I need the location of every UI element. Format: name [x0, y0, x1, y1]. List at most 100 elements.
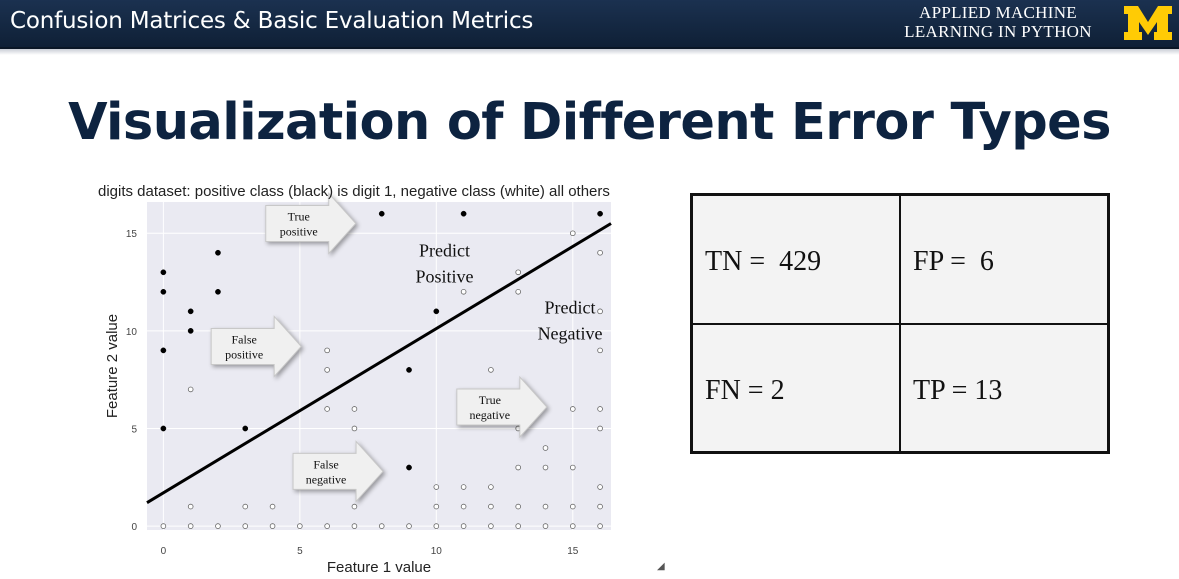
- y-tick-label: 5: [131, 424, 137, 435]
- x-tick-label: 10: [431, 546, 443, 557]
- negative-point: [460, 484, 467, 490]
- arrow-shape: [456, 375, 548, 439]
- negative-point: [569, 523, 576, 529]
- negative-point: [597, 406, 603, 412]
- positive-point: [460, 210, 467, 217]
- negative-point: [187, 503, 194, 510]
- negative-point: [488, 503, 494, 510]
- arrow-shape: [292, 440, 384, 503]
- negative-point: [215, 523, 221, 529]
- region-label: Predict: [419, 241, 470, 261]
- negative-point: [542, 445, 549, 451]
- positive-point: [215, 288, 221, 295]
- positive-point: [160, 269, 167, 276]
- negative-point: [433, 523, 440, 529]
- negative-point: [160, 523, 167, 529]
- fp-value: FP = 6: [913, 246, 994, 277]
- positive-point: [406, 367, 412, 373]
- negative-point: [597, 503, 603, 510]
- tp-value: TP = 13: [913, 374, 1003, 406]
- y-tick-label: 0: [131, 522, 137, 533]
- positive-point: [187, 328, 194, 334]
- negative-point: [542, 523, 549, 529]
- annotation-label: positive: [225, 347, 263, 361]
- negative-point: [351, 503, 358, 510]
- negative-point: [597, 523, 603, 529]
- region-label: Positive: [415, 267, 473, 287]
- banner-shadow: [0, 49, 1179, 55]
- negative-point: [351, 523, 358, 529]
- cell-false-negative: FN = 2: [692, 323, 900, 452]
- negative-point: [542, 464, 549, 471]
- arrow-shape: [265, 192, 357, 255]
- negative-point: [597, 484, 603, 490]
- positive-point: [160, 425, 167, 432]
- slide-title: Confusion Matrices & Basic Evaluation Me…: [10, 8, 534, 34]
- michigan-block-m-logo-icon: [1124, 6, 1172, 40]
- negative-point: [378, 523, 385, 529]
- x-tick-label: 15: [567, 546, 579, 557]
- negative-point: [324, 347, 330, 354]
- resize-corner-icon: ◢: [657, 561, 665, 572]
- negative-point: [515, 464, 522, 471]
- x-axis-label: Feature 1 value: [327, 559, 431, 575]
- negative-point: [515, 503, 522, 510]
- annotation-label: True: [288, 209, 310, 223]
- annotation-label: False: [313, 457, 338, 471]
- chart-title: digits dataset: positive class (black) i…: [98, 183, 610, 200]
- positive-point: [160, 288, 167, 295]
- negative-point: [597, 249, 603, 256]
- negative-point: [324, 367, 330, 373]
- negative-point: [597, 425, 603, 432]
- positive-point: [406, 464, 412, 471]
- annotation-label: negative: [306, 472, 347, 486]
- negative-point: [269, 523, 276, 529]
- positive-point: [242, 425, 249, 432]
- negative-point: [269, 503, 276, 510]
- negative-point: [488, 367, 494, 373]
- positive-point: [597, 210, 603, 217]
- cell-true-negative: TN = 429: [692, 195, 900, 324]
- course-brand: APPLIED MACHINE LEARNING IN PYTHON: [893, 3, 1103, 41]
- negative-point: [460, 523, 467, 529]
- negative-point: [187, 386, 194, 393]
- positive-point: [160, 347, 167, 354]
- top-banner: Confusion Matrices & Basic Evaluation Me…: [0, 0, 1179, 49]
- region-label: Predict: [545, 297, 596, 317]
- negative-point: [460, 289, 467, 295]
- positive-point: [215, 249, 221, 256]
- negative-point: [488, 484, 494, 490]
- x-tick-label: 5: [297, 546, 303, 557]
- negative-point: [324, 523, 330, 529]
- negative-point: [187, 523, 194, 529]
- negative-point: [242, 523, 249, 529]
- annotation-label: True: [479, 393, 501, 407]
- annotation-label: negative: [469, 408, 510, 422]
- positive-point: [433, 308, 440, 315]
- positive-point: [187, 308, 194, 315]
- confusion-matrix: TN = 429 FP = 6 FN = 2 TP = 13: [690, 193, 1110, 454]
- y-tick-label: 15: [126, 229, 138, 240]
- slide-heading: Visualization of Different Error Types: [68, 93, 1111, 152]
- fn-value: FN = 2: [705, 374, 785, 406]
- cell-false-positive: FP = 6: [900, 195, 1108, 324]
- negative-point: [242, 503, 249, 510]
- negative-point: [515, 523, 522, 529]
- negative-point: [488, 523, 494, 529]
- x-tick-label: 0: [161, 546, 167, 557]
- scatter-chart: 0 5 10 15051015TruepositiveFalsepositiveTru…: [98, 183, 612, 575]
- cell-true-positive: TP = 13: [900, 323, 1108, 452]
- negative-point: [569, 230, 576, 237]
- negative-point: [542, 503, 549, 510]
- arrow-shape: [210, 315, 302, 378]
- brand-line-2: LEARNING IN PYTHON: [904, 22, 1092, 41]
- negative-point: [351, 406, 358, 412]
- negative-point: [569, 464, 576, 471]
- negative-point: [297, 523, 303, 529]
- negative-point: [324, 406, 330, 412]
- decision-boundary-line: [146, 222, 612, 504]
